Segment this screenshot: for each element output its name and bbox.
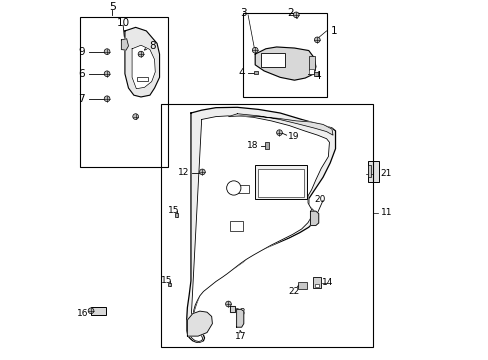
Bar (367, 165, 370, 177)
Bar (255, 166, 306, 199)
Polygon shape (187, 311, 212, 336)
Polygon shape (132, 45, 155, 89)
Polygon shape (255, 47, 315, 80)
Bar (254, 71, 258, 75)
Text: 11: 11 (380, 208, 391, 217)
Circle shape (225, 301, 231, 307)
Bar (137, 77, 148, 81)
Circle shape (104, 49, 110, 54)
Bar (237, 185, 248, 193)
Text: 4: 4 (238, 68, 244, 78)
Circle shape (252, 48, 258, 53)
Bar (314, 284, 319, 287)
Text: 9: 9 (78, 47, 84, 57)
Bar (309, 69, 314, 75)
Bar (91, 307, 106, 315)
Polygon shape (186, 107, 335, 342)
Bar (367, 161, 378, 181)
Bar (312, 277, 320, 288)
Text: 13: 13 (235, 308, 246, 317)
Text: 8: 8 (149, 41, 156, 51)
Polygon shape (236, 309, 244, 327)
Text: 18: 18 (247, 141, 258, 150)
Text: 22: 22 (288, 287, 300, 296)
Circle shape (314, 37, 320, 43)
Bar (260, 53, 284, 67)
Text: 12: 12 (178, 168, 189, 177)
Bar (242, 13, 326, 97)
Text: 15: 15 (161, 275, 172, 284)
Circle shape (104, 71, 110, 77)
Circle shape (133, 114, 138, 120)
Bar (313, 72, 317, 76)
Bar (264, 142, 268, 149)
Text: 20: 20 (313, 195, 325, 204)
Circle shape (138, 51, 143, 57)
Text: 1: 1 (330, 26, 337, 36)
Text: 15: 15 (168, 206, 179, 215)
Text: 7: 7 (78, 94, 84, 104)
Polygon shape (230, 306, 234, 312)
Text: 3: 3 (240, 8, 246, 18)
Polygon shape (190, 116, 329, 341)
Circle shape (88, 308, 94, 314)
Text: 10: 10 (116, 18, 129, 28)
Circle shape (104, 96, 110, 102)
Bar (167, 283, 171, 286)
Circle shape (226, 181, 241, 195)
Text: 4: 4 (313, 71, 320, 81)
Text: 17: 17 (235, 332, 246, 341)
Bar (308, 56, 315, 70)
Text: 21: 21 (379, 169, 391, 178)
Text: 2: 2 (286, 8, 293, 18)
Text: 6: 6 (78, 69, 84, 79)
Bar (80, 17, 167, 167)
Bar (175, 213, 178, 216)
Polygon shape (228, 114, 332, 135)
Bar (230, 221, 242, 231)
Polygon shape (124, 27, 159, 97)
Circle shape (199, 169, 205, 175)
Text: 16: 16 (77, 309, 88, 318)
Circle shape (293, 12, 299, 18)
Polygon shape (121, 39, 128, 50)
Bar (160, 104, 372, 347)
Text: 14: 14 (322, 278, 333, 287)
Circle shape (276, 130, 282, 135)
Polygon shape (310, 211, 318, 225)
Bar (258, 169, 303, 197)
Text: 19: 19 (287, 132, 299, 141)
Text: 5: 5 (109, 2, 116, 12)
Bar (297, 282, 306, 289)
